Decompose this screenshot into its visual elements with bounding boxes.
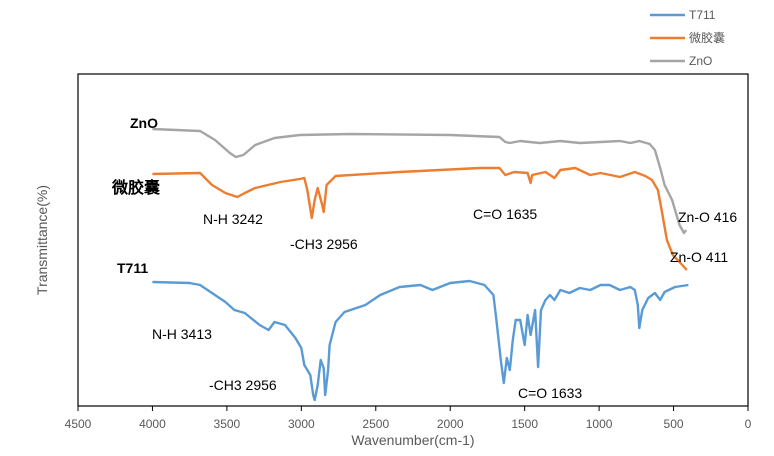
series-line-ZnO xyxy=(152,127,688,235)
series-label-zno: ZnO xyxy=(130,115,158,131)
legend-entry: T711 xyxy=(689,8,716,22)
annotation-ch3-2956-t711: -CH3 2956 xyxy=(209,377,277,393)
plot-area-frame xyxy=(77,73,749,407)
x-tick-label: 1500 xyxy=(511,417,538,431)
x-tick-label: 2500 xyxy=(362,417,389,431)
annotation-nh-3242: N-H 3242 xyxy=(203,211,263,227)
series-group xyxy=(152,127,689,402)
x-tick-label: 3500 xyxy=(214,417,241,431)
annotation-zno-416: Zn-O 416 xyxy=(678,209,737,225)
annotation-ch3-2956-micro: -CH3 2956 xyxy=(290,236,358,252)
series-line-微胶囊 xyxy=(152,166,688,271)
x-tick-label: 3000 xyxy=(288,417,315,431)
x-tick-label: 4500 xyxy=(65,417,92,431)
x-axis: 4500 4000 3500 3000 2500 2000 1500 1000 500 0 xyxy=(65,406,752,431)
legend-entry: 微胶囊 xyxy=(689,30,725,45)
x-tick-label: 4000 xyxy=(139,417,166,431)
y-axis-label: Transmittance(%) xyxy=(34,185,50,295)
legend: T711 微胶囊 ZnO xyxy=(650,8,725,68)
series-label-t711: T711 xyxy=(117,260,148,276)
annotation-zno-411: Zn-O 411 xyxy=(670,249,728,265)
legend-entry: ZnO xyxy=(689,54,712,68)
x-tick-label: 500 xyxy=(664,417,684,431)
annotation-co-1633: C=O 1633 xyxy=(518,385,582,401)
annotation-nh-3413: N-H 3413 xyxy=(152,326,212,342)
x-tick-label: 1000 xyxy=(586,417,613,431)
series-label-microcapsule: 微胶囊 xyxy=(111,178,161,197)
x-tick-label: 0 xyxy=(745,417,752,431)
x-axis-label: Wavenumber(cm-1) xyxy=(351,432,474,448)
x-tick-label: 2000 xyxy=(437,417,464,431)
series-line-T711 xyxy=(152,279,689,402)
annotation-co-1635: C=O 1635 xyxy=(473,206,537,222)
